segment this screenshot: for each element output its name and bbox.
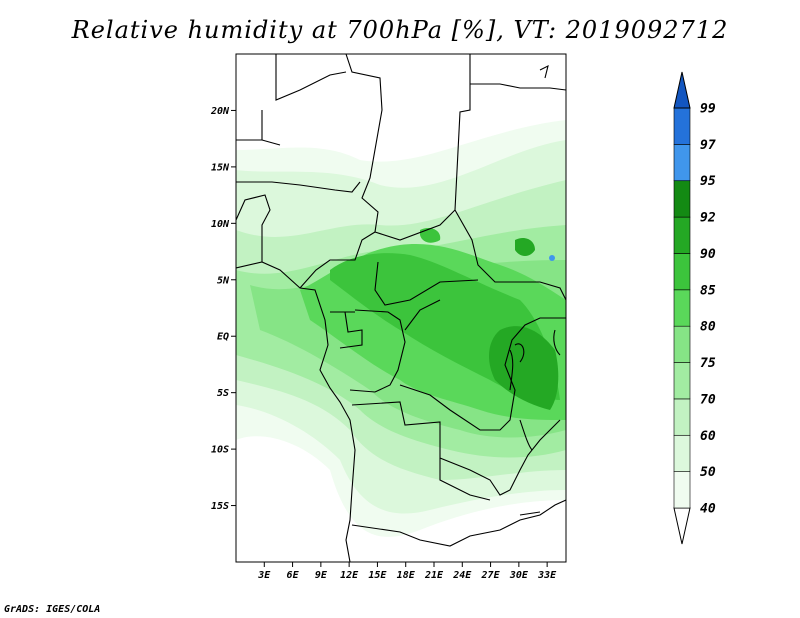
- lat-tick-label: 5N: [217, 275, 230, 286]
- lon-tick-label: 15E: [368, 570, 387, 581]
- lat-tick-label: 10S: [211, 445, 229, 456]
- colorbar-label: 92: [700, 211, 716, 226]
- credit-text: GrADS: IGES/COLA: [4, 604, 101, 615]
- lon-tick-label: 18E: [397, 570, 416, 581]
- colorbar-label: 90: [700, 247, 716, 262]
- lon-tick-label: 12E: [340, 570, 359, 581]
- colorbar-label: 85: [700, 283, 716, 298]
- colorbar-segment: [673, 180, 691, 218]
- lon-tick-label: 21E: [424, 570, 444, 581]
- colorbar-label: 40: [700, 502, 716, 517]
- colorbar-segment: [673, 144, 691, 182]
- colorbar-segment: [673, 471, 691, 509]
- country-borders: [236, 54, 566, 562]
- colorbar-segment: [673, 434, 691, 472]
- colorbar-label: 60: [700, 429, 716, 444]
- colorbar-label: 70: [700, 392, 716, 407]
- colorbar-label: 97: [700, 138, 716, 153]
- lat-tick-label: 20N: [210, 106, 230, 117]
- lat-tick-label: 15S: [211, 501, 229, 512]
- colorbar-label: 95: [700, 174, 716, 189]
- lon-tick-label: 24E: [452, 570, 472, 581]
- map-title: Relative humidity at 700hPa [%], VT: 201…: [71, 16, 729, 44]
- colorbar-segment: [673, 362, 691, 400]
- lat-tick-label: EQ: [217, 332, 229, 343]
- colorbar-label: 75: [700, 356, 716, 371]
- lat-tick-label: 10N: [211, 219, 230, 230]
- colorbar-bottom-arrow: [673, 507, 691, 545]
- lon-tick-label: 9E: [315, 570, 328, 581]
- lon-tick-label: 33E: [537, 570, 557, 581]
- colorbar: 40 50 60 70 75 80 85 90 92 95 97 99: [673, 71, 716, 545]
- lon-tick-label: 3E: [257, 570, 271, 581]
- colorbar-segment: [673, 325, 691, 363]
- colorbar-label: 99: [700, 102, 716, 117]
- colorbar-segment: [673, 253, 691, 291]
- lon-tick-label: 27E: [481, 570, 501, 581]
- lat-tick-label: 15N: [211, 162, 230, 173]
- lon-tick-label: 30E: [509, 570, 529, 581]
- lat-tick-label: 5S: [217, 388, 229, 399]
- colorbar-segment: [673, 216, 691, 254]
- colorbar-segment: [673, 289, 691, 327]
- longitude-axis: 3E 6E 9E 12E 15E 18E 21E 24E 27E 30E 33E: [257, 562, 557, 581]
- humidity-field: [236, 54, 566, 562]
- colorbar-label: 80: [700, 320, 716, 335]
- lon-tick-label: 6E: [287, 570, 300, 581]
- colorbar-segment: [673, 398, 691, 436]
- colorbar-top-arrow: [673, 71, 691, 109]
- map-frame: [235, 53, 567, 563]
- colorbar-label: 50: [700, 465, 716, 480]
- colorbar-segment: [673, 107, 691, 145]
- latitude-axis: 20N 15N 10N 5N EQ 5S 10S 15S: [210, 106, 236, 512]
